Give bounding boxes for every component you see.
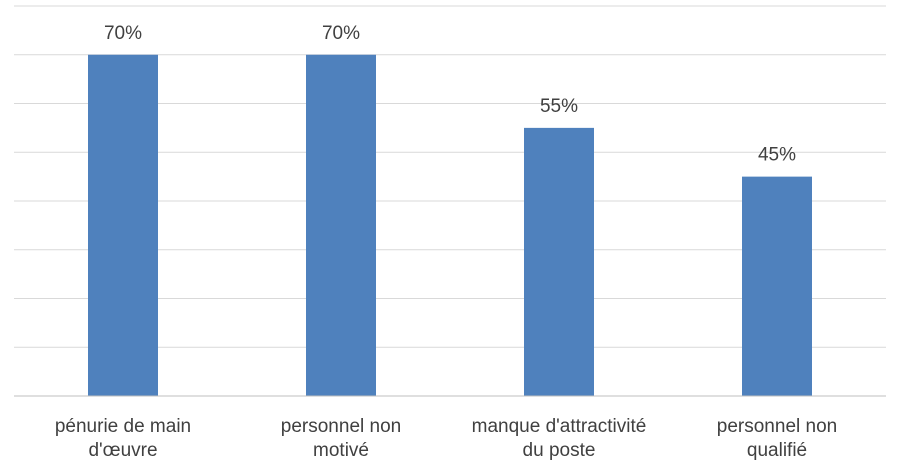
x-tick-label: manque d'attractivité bbox=[472, 416, 647, 437]
data-labels: 70% 70% 55% 45% bbox=[104, 23, 796, 166]
data-label: 70% bbox=[104, 23, 142, 44]
bar bbox=[88, 54, 158, 396]
gridlines bbox=[14, 5, 886, 348]
x-tick-label: du poste bbox=[523, 440, 596, 461]
x-tick-label: d'œuvre bbox=[88, 440, 157, 461]
x-tick-label: personnel non bbox=[717, 416, 837, 437]
x-axis-labels: pénurie de main d'œuvre personnel non motiv… bbox=[55, 416, 837, 461]
x-tick-label: pénurie de main bbox=[55, 416, 191, 437]
bar bbox=[742, 176, 812, 396]
data-label: 55% bbox=[540, 96, 578, 117]
data-label: 45% bbox=[758, 145, 796, 166]
bars bbox=[88, 54, 812, 396]
data-label: 70% bbox=[322, 23, 360, 44]
bar bbox=[524, 127, 594, 396]
x-tick-label: personnel non bbox=[281, 416, 401, 437]
x-tick-label: motivé bbox=[313, 440, 369, 461]
bar bbox=[306, 54, 376, 396]
x-tick-label: qualifié bbox=[747, 440, 807, 461]
